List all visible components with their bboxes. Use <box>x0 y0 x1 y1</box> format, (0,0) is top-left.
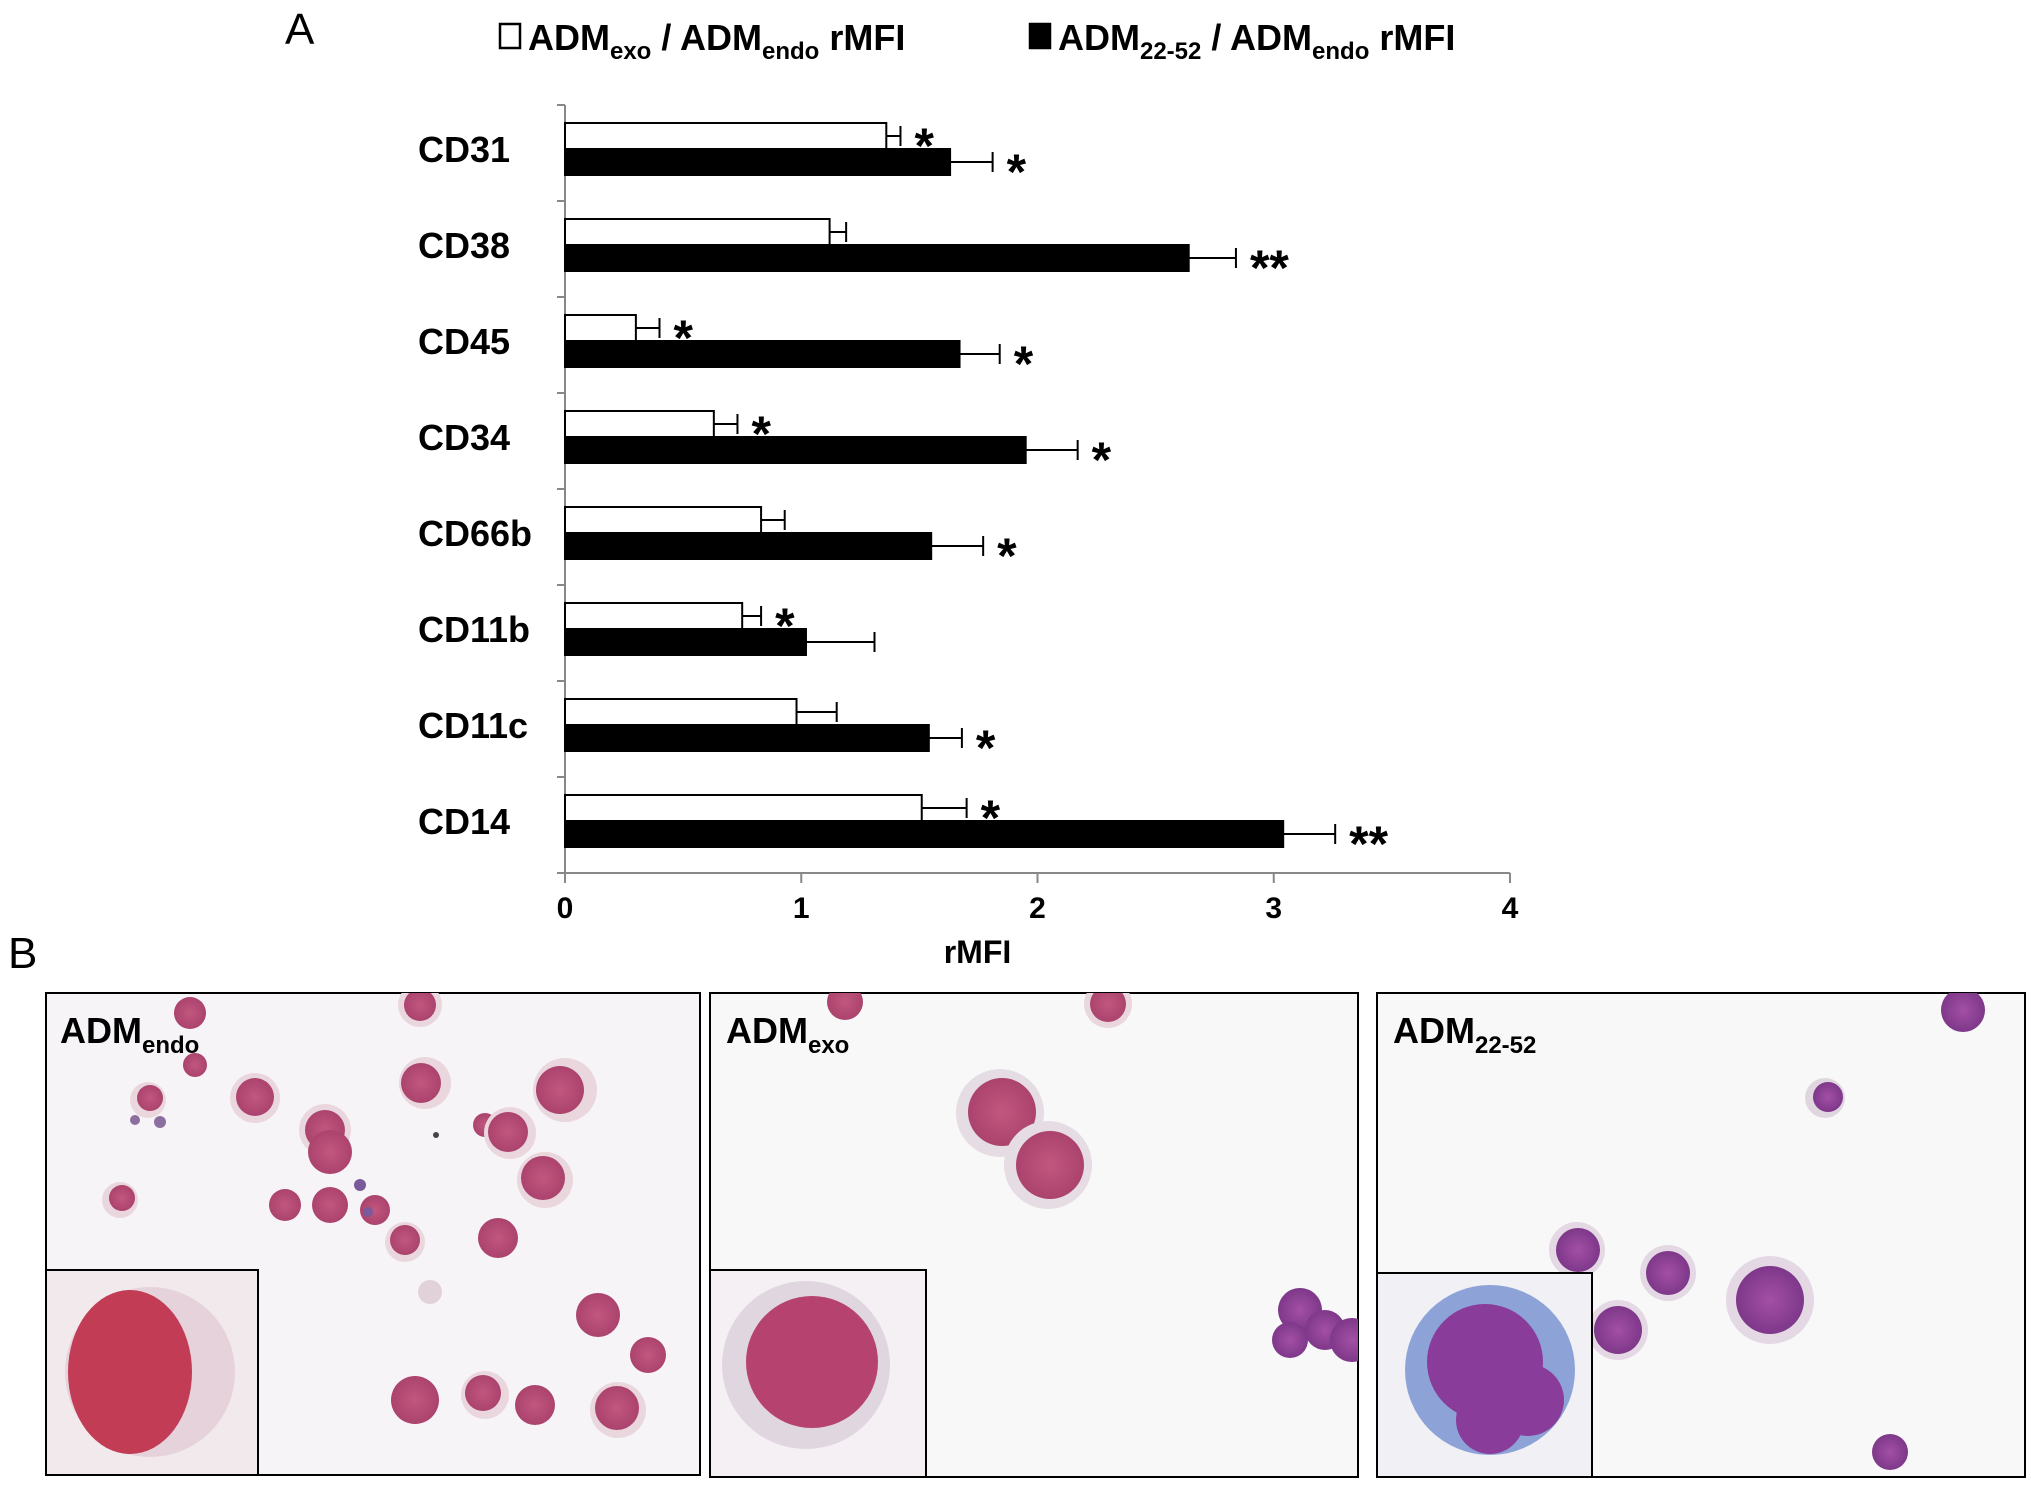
panel-b-label: B <box>8 929 37 978</box>
x-tick-label: 0 <box>557 892 574 925</box>
x-tick-label: 3 <box>1265 892 1282 925</box>
category-label-cd45: CD45 <box>418 321 510 362</box>
x-axis-label: rMFI <box>944 934 1012 970</box>
bar-22-52-cd34 <box>564 436 1027 464</box>
bar-exo-cd66b <box>564 506 763 534</box>
bar-22-52-cd11b <box>564 628 807 656</box>
micrograph-2-title: ADMexo <box>726 1010 849 1059</box>
x-tick-label: 2 <box>1029 892 1046 925</box>
category-label-cd66b: CD66b <box>418 513 532 554</box>
legend-label-filled: ADM22-52 / ADMendo rMFI <box>1058 17 1455 65</box>
significance-marker: * <box>1092 432 1112 488</box>
legend-item-open: ADMexo / ADMendo rMFI <box>498 17 905 65</box>
micrograph-adm-endo: ADMendo <box>45 992 701 1476</box>
inset-adm-endo <box>45 1269 259 1476</box>
significance-marker: * <box>976 720 996 776</box>
legend-label-open: ADMexo / ADMendo rMFI <box>528 17 905 65</box>
inset-adm-22-52 <box>1376 1272 1593 1478</box>
bar-exo-cd38 <box>564 218 831 246</box>
micrograph-adm-exo: ADMexo <box>709 992 1359 1478</box>
category-label-cd31: CD31 <box>418 129 510 170</box>
bar-22-52-cd14 <box>564 820 1285 848</box>
significance-marker: ** <box>1250 240 1289 296</box>
bar-exo-cd11c <box>564 698 798 726</box>
bar-22-52-cd11c <box>564 724 930 752</box>
significance-marker: * <box>997 528 1017 584</box>
bar-exo-cd14 <box>564 794 923 822</box>
category-label-cd14: CD14 <box>418 801 510 842</box>
significance-marker: * <box>1007 144 1027 200</box>
legend: ADMexo / ADMendo rMFI ADM22-52 / ADMendo… <box>498 17 1455 65</box>
category-label-cd38: CD38 <box>418 225 510 266</box>
bar-exo-cd34 <box>564 410 715 438</box>
category-label-cd11b: CD11b <box>418 609 530 650</box>
significance-marker: * <box>1014 336 1034 392</box>
legend-swatch-filled <box>1028 22 1052 50</box>
inset-adm-exo <box>709 1269 927 1478</box>
significance-marker: ** <box>1349 816 1388 872</box>
micrograph-3-title: ADM22-52 <box>1393 1010 1536 1059</box>
category-label-cd11c: CD11c <box>418 705 528 746</box>
panel-a-label: A <box>285 5 315 54</box>
legend-swatch-open <box>498 22 522 50</box>
category-label-cd34: CD34 <box>418 417 510 458</box>
x-tick-label: 1 <box>793 892 810 925</box>
bar-22-52-cd38 <box>564 244 1190 272</box>
x-tick-label: 4 <box>1502 892 1519 925</box>
bar-exo-cd11b <box>564 602 744 630</box>
micrograph-adm-22-52: ADM22-52 <box>1376 992 2026 1478</box>
bar-22-52-cd31 <box>564 148 952 176</box>
micrograph-1-title: ADMendo <box>60 1010 199 1059</box>
panel-a: A ADMexo / ADMendo rMFI ADM22-52 / ADMen… <box>285 5 1519 970</box>
bar-exo-cd31 <box>564 122 888 150</box>
bar-22-52-cd45 <box>564 340 961 368</box>
legend-item-filled: ADM22-52 / ADMendo rMFI <box>1028 17 1455 65</box>
bar-22-52-cd66b <box>564 532 933 560</box>
bar-exo-cd45 <box>564 314 637 342</box>
panel-b: B <box>8 929 2026 1478</box>
